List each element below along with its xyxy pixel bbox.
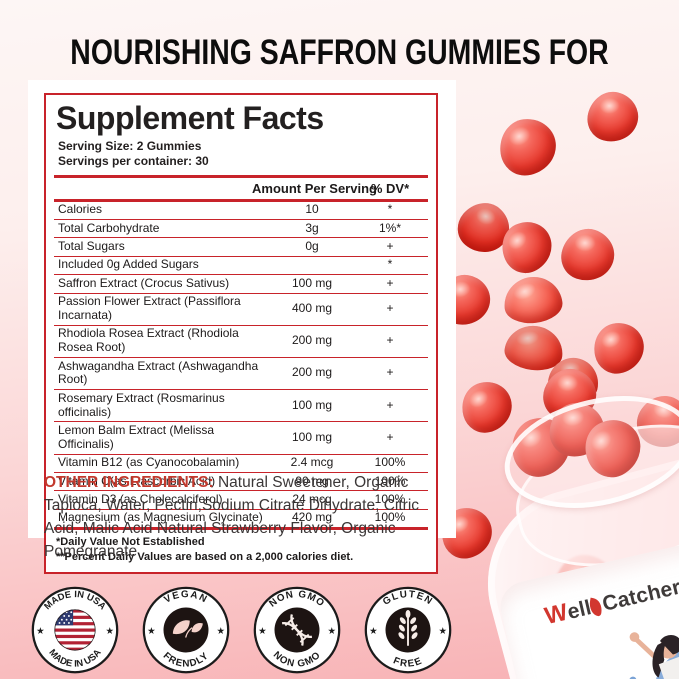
row-amount: 10 bbox=[305, 202, 319, 217]
other-ingredients-label: OTHER INGREDIENTS: bbox=[44, 474, 214, 491]
star-icon: ★ bbox=[216, 626, 224, 636]
row-dv: 100% bbox=[374, 455, 406, 470]
table-row: Vitamin B12 (as Cyanocobalamin) 2.4 mcg 10… bbox=[54, 455, 428, 473]
row-dv: 100% bbox=[374, 510, 406, 525]
table-row: Rhodiola Rosea Extract (Rhodiola Rosea R… bbox=[54, 326, 428, 358]
leaf-icon bbox=[172, 620, 203, 638]
footnotes: *Daily Value Not Established **Percent D… bbox=[54, 530, 428, 565]
row-amount: 420 mg bbox=[291, 510, 333, 525]
row-amount: 100 mg bbox=[291, 275, 333, 290]
row-name: Rosemary Extract (Rosmarinus officinalis… bbox=[58, 390, 225, 419]
row-amount: 200 mg bbox=[291, 365, 333, 380]
column-dv: % DV* bbox=[370, 180, 410, 196]
row-amount: 400 mg bbox=[291, 301, 333, 316]
star-icon: ★ bbox=[258, 626, 266, 636]
table-row: Magnesium (as Magnesium Glycinate) 420 mg… bbox=[54, 510, 428, 531]
row-name: Total Carbohydrate bbox=[58, 220, 160, 235]
row-dv: + bbox=[386, 275, 394, 290]
row-dv: * bbox=[387, 257, 393, 272]
star-icon: ★ bbox=[147, 626, 155, 636]
row-name: Ashwagandha Extract (Ashwagandha Root) bbox=[58, 358, 259, 387]
row-dv: + bbox=[386, 301, 394, 316]
footnote-dv: *Daily Value Not Established bbox=[56, 536, 205, 549]
row-amount: 0g bbox=[305, 239, 319, 253]
gummy-candy bbox=[501, 274, 565, 326]
row-dv: 100% bbox=[374, 491, 406, 506]
table-row: Ashwagandha Extract (Ashwagandha Root) 20… bbox=[54, 358, 428, 391]
row-name: Passion Flower Extract (Passiflora Incar… bbox=[58, 294, 241, 322]
table-row: Passion Flower Extract (Passiflora Incar… bbox=[54, 294, 428, 326]
table-row: Rosemary Extract (Rosmarinus officinalis… bbox=[54, 390, 428, 423]
row-amount: 24 mcg bbox=[292, 491, 332, 506]
badge-top-text: VEGAN bbox=[162, 589, 208, 606]
row-name: Magnesium (as Magnesium Glycinate) bbox=[58, 510, 263, 525]
non-gmo-badge: NON GMO NON GMO ★ ★ bbox=[253, 586, 341, 674]
row-name: Included 0g Added Sugars bbox=[58, 257, 199, 272]
row-dv: * bbox=[387, 202, 393, 217]
table-row: Vitamin D3 (as Cholecalciferol) 24 mcg 100… bbox=[54, 491, 428, 510]
star-icon: ★ bbox=[327, 626, 335, 636]
star-icon: ★ bbox=[105, 626, 113, 636]
gummy-candy bbox=[589, 318, 649, 378]
star-icon: ★ bbox=[438, 626, 446, 636]
row-name: Vitamin C(as L-ascorbic Acid) bbox=[58, 473, 216, 488]
jar-label: Well Catcher bbox=[495, 510, 679, 679]
row-dv: + bbox=[386, 333, 394, 348]
row-dv: 100% bbox=[374, 473, 406, 488]
table-row: Calories 10 * bbox=[54, 202, 428, 221]
row-amount: 200 mg bbox=[291, 333, 333, 348]
row-name: Total Sugars bbox=[58, 239, 125, 253]
row-name: Vitamin B12 (as Cyanocobalamin) bbox=[58, 455, 240, 470]
row-name: Rhodiola Rosea Extract (Rhodiola Rosea R… bbox=[58, 326, 239, 355]
footnote-percent: **Percent Daily Values are based on a 2,… bbox=[56, 550, 354, 563]
supplement-facts-title: Supplement Facts bbox=[56, 100, 324, 136]
row-dv: + bbox=[386, 397, 394, 412]
row-amount: 90 mg bbox=[295, 473, 329, 488]
supplement-facts-box: Supplement Facts Serving Size: 2 Gummies… bbox=[44, 93, 438, 575]
table-row: Included 0g Added Sugars * bbox=[54, 257, 428, 276]
gummy-candy bbox=[555, 222, 621, 288]
row-name: Saffron Extract (Crocus Sativus) bbox=[58, 275, 230, 290]
row-dv: 1%* bbox=[378, 220, 401, 235]
table-header: Amount Per Serving % DV* bbox=[54, 174, 428, 202]
table-row: Total Sugars 0g + bbox=[54, 238, 428, 257]
table-row: Total Carbohydrate 3g 1%* bbox=[54, 220, 428, 239]
gummy-candy bbox=[456, 376, 518, 438]
row-dv: + bbox=[386, 429, 394, 444]
row-amount: 100 mg bbox=[291, 429, 333, 444]
row-name: Calories bbox=[58, 202, 103, 217]
row-amount: 2.4 mcg bbox=[290, 455, 334, 470]
made-in-usa-badge: MADE IN USA MADE IN USA ★ ★ bbox=[31, 586, 119, 674]
row-amount: 3g bbox=[305, 220, 319, 235]
star-icon: ★ bbox=[369, 626, 377, 636]
gummy-candy bbox=[496, 115, 560, 179]
column-amount: Amount Per Serving bbox=[252, 180, 377, 196]
table-row: Lemon Balm Extract (Melissa Officinalis)… bbox=[54, 422, 428, 455]
row-amount: 100 mg bbox=[291, 397, 333, 412]
other-ingredients: OTHER INGREDIENTS: Natural Sweetener, Or… bbox=[44, 472, 444, 564]
row-dv: + bbox=[386, 239, 394, 253]
vegan-friendly-badge: VEGAN FRENDLY ★ ★ bbox=[142, 586, 230, 674]
table-row: Vitamin C(as L-ascorbic Acid) 90 mg 100% bbox=[54, 473, 428, 492]
gluten-free-badge: GLUTEN FREE ★ ★ bbox=[364, 586, 452, 674]
servings-per-container: Servings per container: 30 bbox=[58, 153, 209, 168]
certification-badges: MADE IN USA MADE IN USA ★ ★ bbox=[0, 585, 679, 677]
usa-flag-icon bbox=[54, 609, 96, 651]
row-dv: + bbox=[386, 365, 394, 380]
row-name: Vitamin D3 (as Cholecalciferol) bbox=[58, 491, 223, 506]
other-ingredients-text: Natural Sweetener, Organic Tapioca, Wate… bbox=[44, 474, 420, 560]
table-row: Saffron Extract (Crocus Sativus) 100 mg + bbox=[54, 275, 428, 294]
dna-icon bbox=[281, 614, 313, 646]
wheat-icon bbox=[398, 609, 418, 646]
row-name: Lemon Balm Extract (Melissa Officinalis) bbox=[58, 422, 215, 451]
jumping-woman-art bbox=[629, 632, 679, 679]
svg-text:VEGAN: VEGAN bbox=[162, 589, 209, 606]
supplement-facts-panel: Supplement Facts Serving Size: 2 Gummies… bbox=[28, 80, 456, 575]
star-icon: ★ bbox=[36, 626, 44, 636]
serving-size: Serving Size: 2 Gummies bbox=[58, 138, 202, 153]
